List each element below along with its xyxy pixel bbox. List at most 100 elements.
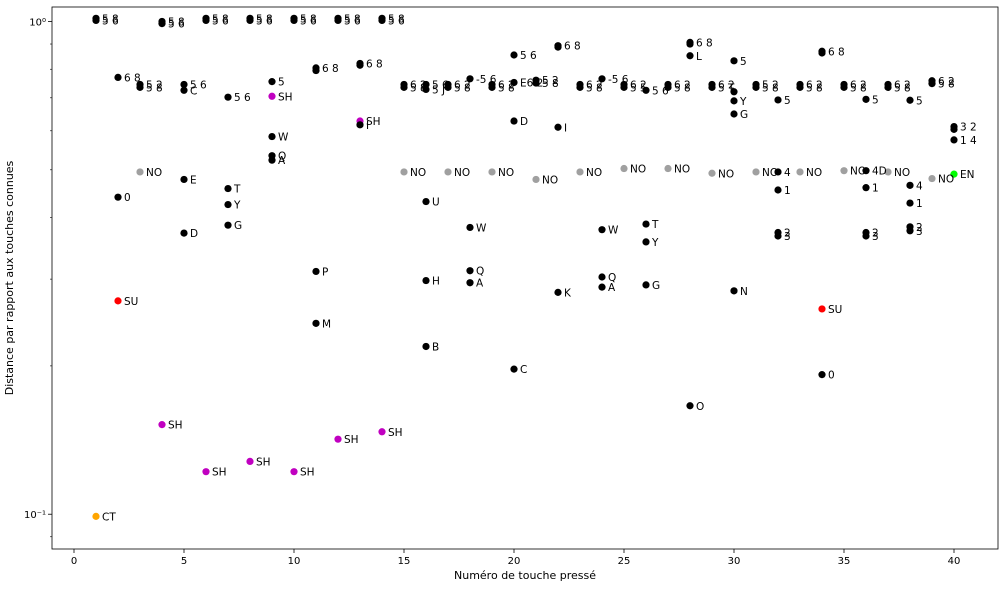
data-point	[312, 66, 320, 75]
data-point	[576, 83, 584, 91]
data-point	[752, 83, 760, 91]
data-point-label: G	[234, 220, 242, 232]
data-point-label: 6 2	[718, 79, 735, 91]
data-point-label: 5 6	[432, 79, 449, 91]
data-point	[202, 468, 210, 476]
data-point	[818, 371, 826, 379]
data-point	[642, 238, 650, 246]
data-point-label: 6 2	[586, 79, 603, 91]
data-point	[224, 200, 232, 209]
data-point-label: 5 6	[168, 19, 185, 31]
data-point-label: 6 2	[498, 79, 515, 91]
data-point-label: I	[564, 122, 567, 134]
data-point	[114, 73, 122, 82]
data-point	[510, 51, 518, 59]
data-point-label: 5 8	[806, 82, 823, 94]
data-point-label: W	[476, 222, 487, 234]
data-point	[246, 16, 254, 25]
data-point-label: Y	[739, 96, 747, 108]
data-point-label: 6 2	[630, 79, 647, 91]
data-point	[400, 83, 408, 91]
data-point	[532, 175, 540, 184]
data-point-label: 1	[872, 183, 879, 195]
data-points	[92, 14, 958, 520]
data-point	[180, 229, 188, 237]
data-point-label: 5 5	[630, 82, 647, 94]
data-point	[400, 168, 408, 176]
data-point-label: 5 8	[850, 82, 867, 94]
data-point-label: 5 6	[300, 15, 317, 27]
data-point	[466, 223, 474, 232]
data-point	[422, 276, 430, 285]
data-point-label: 5 6	[102, 15, 119, 27]
data-point	[422, 85, 430, 94]
data-point-label: Y	[233, 200, 241, 212]
data-point-label: NO	[498, 167, 514, 179]
data-point-label: 5	[278, 77, 285, 89]
data-point-label: K	[564, 287, 572, 299]
data-point-label: W	[278, 132, 289, 144]
data-point-label: 5 8	[454, 82, 471, 94]
data-point-label: CT	[102, 511, 116, 523]
data-point-label: 5 6	[344, 15, 361, 27]
data-point	[422, 197, 430, 206]
data-point-label: 5 2	[146, 79, 163, 91]
data-point-label: 6 8	[696, 37, 713, 49]
data-point	[158, 20, 166, 28]
data-point-label: N	[740, 286, 748, 298]
data-point-label: 5	[740, 56, 747, 68]
data-point	[796, 83, 804, 91]
data-point	[444, 83, 452, 91]
data-point-label: 5 8	[388, 13, 405, 25]
data-point	[488, 83, 496, 91]
data-point-label: NO	[938, 174, 954, 186]
data-point	[180, 80, 188, 89]
data-point	[268, 156, 276, 164]
data-point-label: 5 8	[212, 13, 229, 25]
data-point-label: 5 6	[256, 15, 273, 27]
data-point	[466, 267, 474, 275]
data-point-label: SH	[300, 467, 315, 479]
data-point-label: Q	[278, 151, 286, 163]
data-point-label: -5 6	[608, 74, 629, 86]
data-point	[356, 121, 364, 129]
data-point-label: 6 8	[564, 41, 581, 53]
data-point	[554, 43, 562, 51]
data-point-label: 5 8	[938, 79, 955, 91]
data-point-label: 5 T	[718, 82, 735, 94]
data-point	[488, 168, 496, 176]
data-point-label: 6 8	[828, 46, 845, 58]
data-point-label: E6 2	[520, 77, 543, 89]
data-point-label: SH	[366, 116, 381, 128]
data-point	[774, 186, 782, 194]
data-point	[444, 168, 452, 176]
data-point-label: SH	[344, 434, 359, 446]
data-point-label: SH	[388, 427, 403, 439]
data-point	[884, 83, 892, 91]
data-point	[378, 428, 386, 436]
data-point-label: 3	[916, 226, 923, 238]
data-point-label: 5 J	[432, 84, 445, 96]
data-point	[642, 281, 650, 289]
data-point	[224, 93, 232, 101]
data-point-label: SH	[278, 91, 293, 103]
data-point-label: G	[740, 109, 748, 121]
data-point-label: O	[696, 401, 704, 413]
data-point-label: NO	[718, 168, 734, 180]
data-point	[906, 199, 914, 207]
data-point	[598, 283, 606, 291]
x-tick-label: 20	[508, 556, 521, 567]
y-tick-label: 10⁰	[29, 17, 46, 28]
data-point-label: 5 8	[542, 78, 559, 90]
data-point-label: Q	[476, 266, 484, 278]
data-point	[510, 117, 518, 125]
data-point-label: 6 2	[850, 79, 867, 91]
data-point	[312, 267, 320, 276]
data-point	[136, 168, 144, 176]
data-point	[378, 16, 386, 25]
data-point-label: 5 8	[498, 82, 515, 94]
data-point-label: SH	[256, 456, 271, 468]
data-point	[664, 164, 672, 173]
data-point-label: 4	[916, 180, 923, 192]
